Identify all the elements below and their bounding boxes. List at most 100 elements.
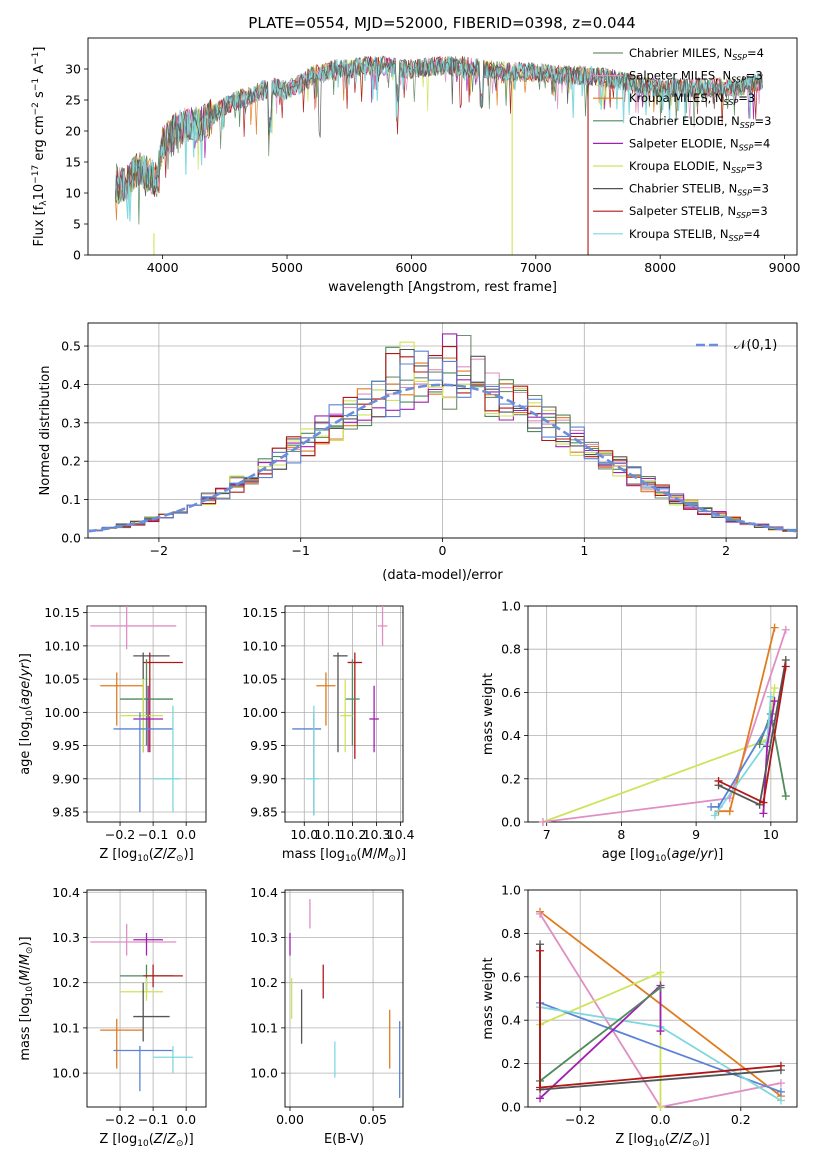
y-tick-label: 9.85 xyxy=(250,805,278,820)
residuals-axes: −2 −1 0 1 2 0.0 0.1 0.2 0.3 0.4 0.5 𝒩(0,1) (data-mod… xyxy=(38,322,798,583)
y-axis-label: mass weight xyxy=(481,957,496,1039)
y-tick-label: 10.2 xyxy=(250,975,278,990)
label-part: age xyxy=(671,847,695,862)
weight_vs_Z-axes: −0.2 0.0 0.20.00.20.40.60.81.0Z [log10(Z/Z… xyxy=(481,883,798,1149)
label-part: ⊙ xyxy=(692,1139,700,1149)
label-part: 10 xyxy=(345,854,357,864)
label-part: A xyxy=(32,65,47,78)
label-part: / xyxy=(163,847,168,862)
label-part: Z xyxy=(153,847,164,862)
label-part: −17 xyxy=(31,165,41,184)
y-tick-label: 15 xyxy=(65,155,81,170)
weight-marker xyxy=(776,1079,785,1088)
legend-n: =3 xyxy=(746,159,763,173)
mass_vs_Z-axes: −0.2 −0.1 0.010.010.110.210.310.4Z [log10(… xyxy=(18,885,207,1149)
label-part: age [log xyxy=(18,722,33,775)
weight-marker xyxy=(770,623,779,632)
label-part: 10 xyxy=(32,184,47,201)
y-axis-label: age [log10(age/yr)] xyxy=(18,653,35,775)
errorbars xyxy=(289,899,401,1098)
legend-n: =3 xyxy=(746,69,763,83)
weight-marker xyxy=(781,625,790,634)
label-part: Z [log xyxy=(99,1132,137,1147)
weight-line xyxy=(542,629,787,823)
y-tick-label: 0.1 xyxy=(61,492,81,507)
x-tick-label: 1 xyxy=(580,543,588,558)
normal-curve xyxy=(88,383,797,533)
axes-frame xyxy=(284,605,404,823)
y-tick-label: 5 xyxy=(73,217,81,232)
y-tick-label: 9.95 xyxy=(250,738,278,753)
label-part: / xyxy=(696,847,701,862)
legend-sub: SSP xyxy=(736,211,751,220)
age_vs_Z-axes: −0.2 −0.1 0.0 9.85 9.90 9.95 10.00 10.05 10.10 10… xyxy=(18,605,207,864)
weight-marker xyxy=(770,697,779,706)
y-tick-label: 20 xyxy=(65,124,81,139)
label-part: Z xyxy=(669,1132,680,1147)
weight-marker xyxy=(781,792,790,801)
y-tick-label: 10.10 xyxy=(44,638,80,653)
weight-lines xyxy=(536,907,785,1111)
legend-sub: SSP xyxy=(740,121,755,130)
y-tick-label: 0.4 xyxy=(501,1013,521,1028)
y-tick-label: 10.05 xyxy=(44,672,80,687)
weight-marker xyxy=(710,811,719,820)
weight-line xyxy=(539,1001,782,1093)
legend-text: Salpeter MILES, N xyxy=(629,69,731,83)
weight-marker xyxy=(725,807,734,816)
label-part: wavelength [Angstrom, rest frame] xyxy=(328,280,557,295)
y-tick-label: 0.2 xyxy=(501,771,521,786)
y-axis-label: Flux [fλ10−17 erg cm−2 s−1 A−1] xyxy=(31,47,49,247)
y-tick-label: 0.4 xyxy=(501,728,521,743)
weight-marker xyxy=(656,1027,665,1036)
weight-lines xyxy=(538,623,790,826)
label-part: Z xyxy=(166,1132,177,1147)
weight-marker xyxy=(770,684,779,693)
x-axis-label: wavelength [Angstrom, rest frame] xyxy=(328,280,557,295)
axes-frame xyxy=(86,605,207,823)
label-part: 10 xyxy=(25,986,35,998)
label-part: / xyxy=(373,847,378,862)
x-tick-label: 10.1 xyxy=(314,827,342,842)
label-part: −1 xyxy=(31,52,41,65)
y-tick-label: 25 xyxy=(65,93,81,108)
label-part: 10 xyxy=(653,1139,665,1149)
x-tick-label: −0.1 xyxy=(138,827,168,842)
legend-text: Salpeter ELODIE, N xyxy=(629,136,739,150)
y-tick-label: 0.3 xyxy=(61,415,81,430)
y-tick-label: 30 xyxy=(65,62,81,77)
x-tick-label: 5000 xyxy=(271,260,303,275)
x-tick-label: 10.3 xyxy=(363,827,391,842)
label-part: M xyxy=(18,954,33,965)
weight-marker xyxy=(714,776,723,785)
spectrum-line xyxy=(114,56,763,222)
x-axis-label: age [log10(age/yr)] xyxy=(602,847,724,864)
legend-text: Kroupa ELODIE, N xyxy=(629,159,731,173)
y-tick-label: 10 xyxy=(65,186,81,201)
label-part: Z xyxy=(682,1132,693,1147)
x-tick-label: 0.00 xyxy=(276,1112,304,1127)
x-tick-label: 4000 xyxy=(147,260,179,275)
chart-title: PLATE=0554, MJD=52000, FIBERID=0398, z=0… xyxy=(248,14,635,32)
errorbars xyxy=(292,606,388,816)
label-part: (data-model)/error xyxy=(382,568,503,583)
label-part: 10 xyxy=(137,854,149,864)
weight-marker xyxy=(776,1096,785,1105)
y-tick-label: 0.2 xyxy=(61,454,81,469)
x-tick-label: 7000 xyxy=(520,260,552,275)
weight-marker xyxy=(538,818,547,826)
mass_vs_EBV-axes: 0.00 0.05 10.0 10.1 10.2 10.3 10.4 E(B-V) xyxy=(250,885,404,1147)
legend-n: =3 xyxy=(755,114,772,128)
histogram-step xyxy=(88,350,797,534)
weight-marker xyxy=(776,1087,785,1096)
x-tick-label: 7 xyxy=(543,827,551,842)
label-part: )] xyxy=(18,653,33,663)
legend-label: Chabrier STELIB, NSSP=3 xyxy=(629,182,769,198)
weight-marker xyxy=(536,1083,545,1092)
weight-marker xyxy=(707,802,716,811)
histograms xyxy=(88,333,797,534)
label-part: )] xyxy=(700,1132,710,1147)
label-part: −2 xyxy=(31,102,41,115)
y-tick-label: 0.8 xyxy=(501,642,521,657)
